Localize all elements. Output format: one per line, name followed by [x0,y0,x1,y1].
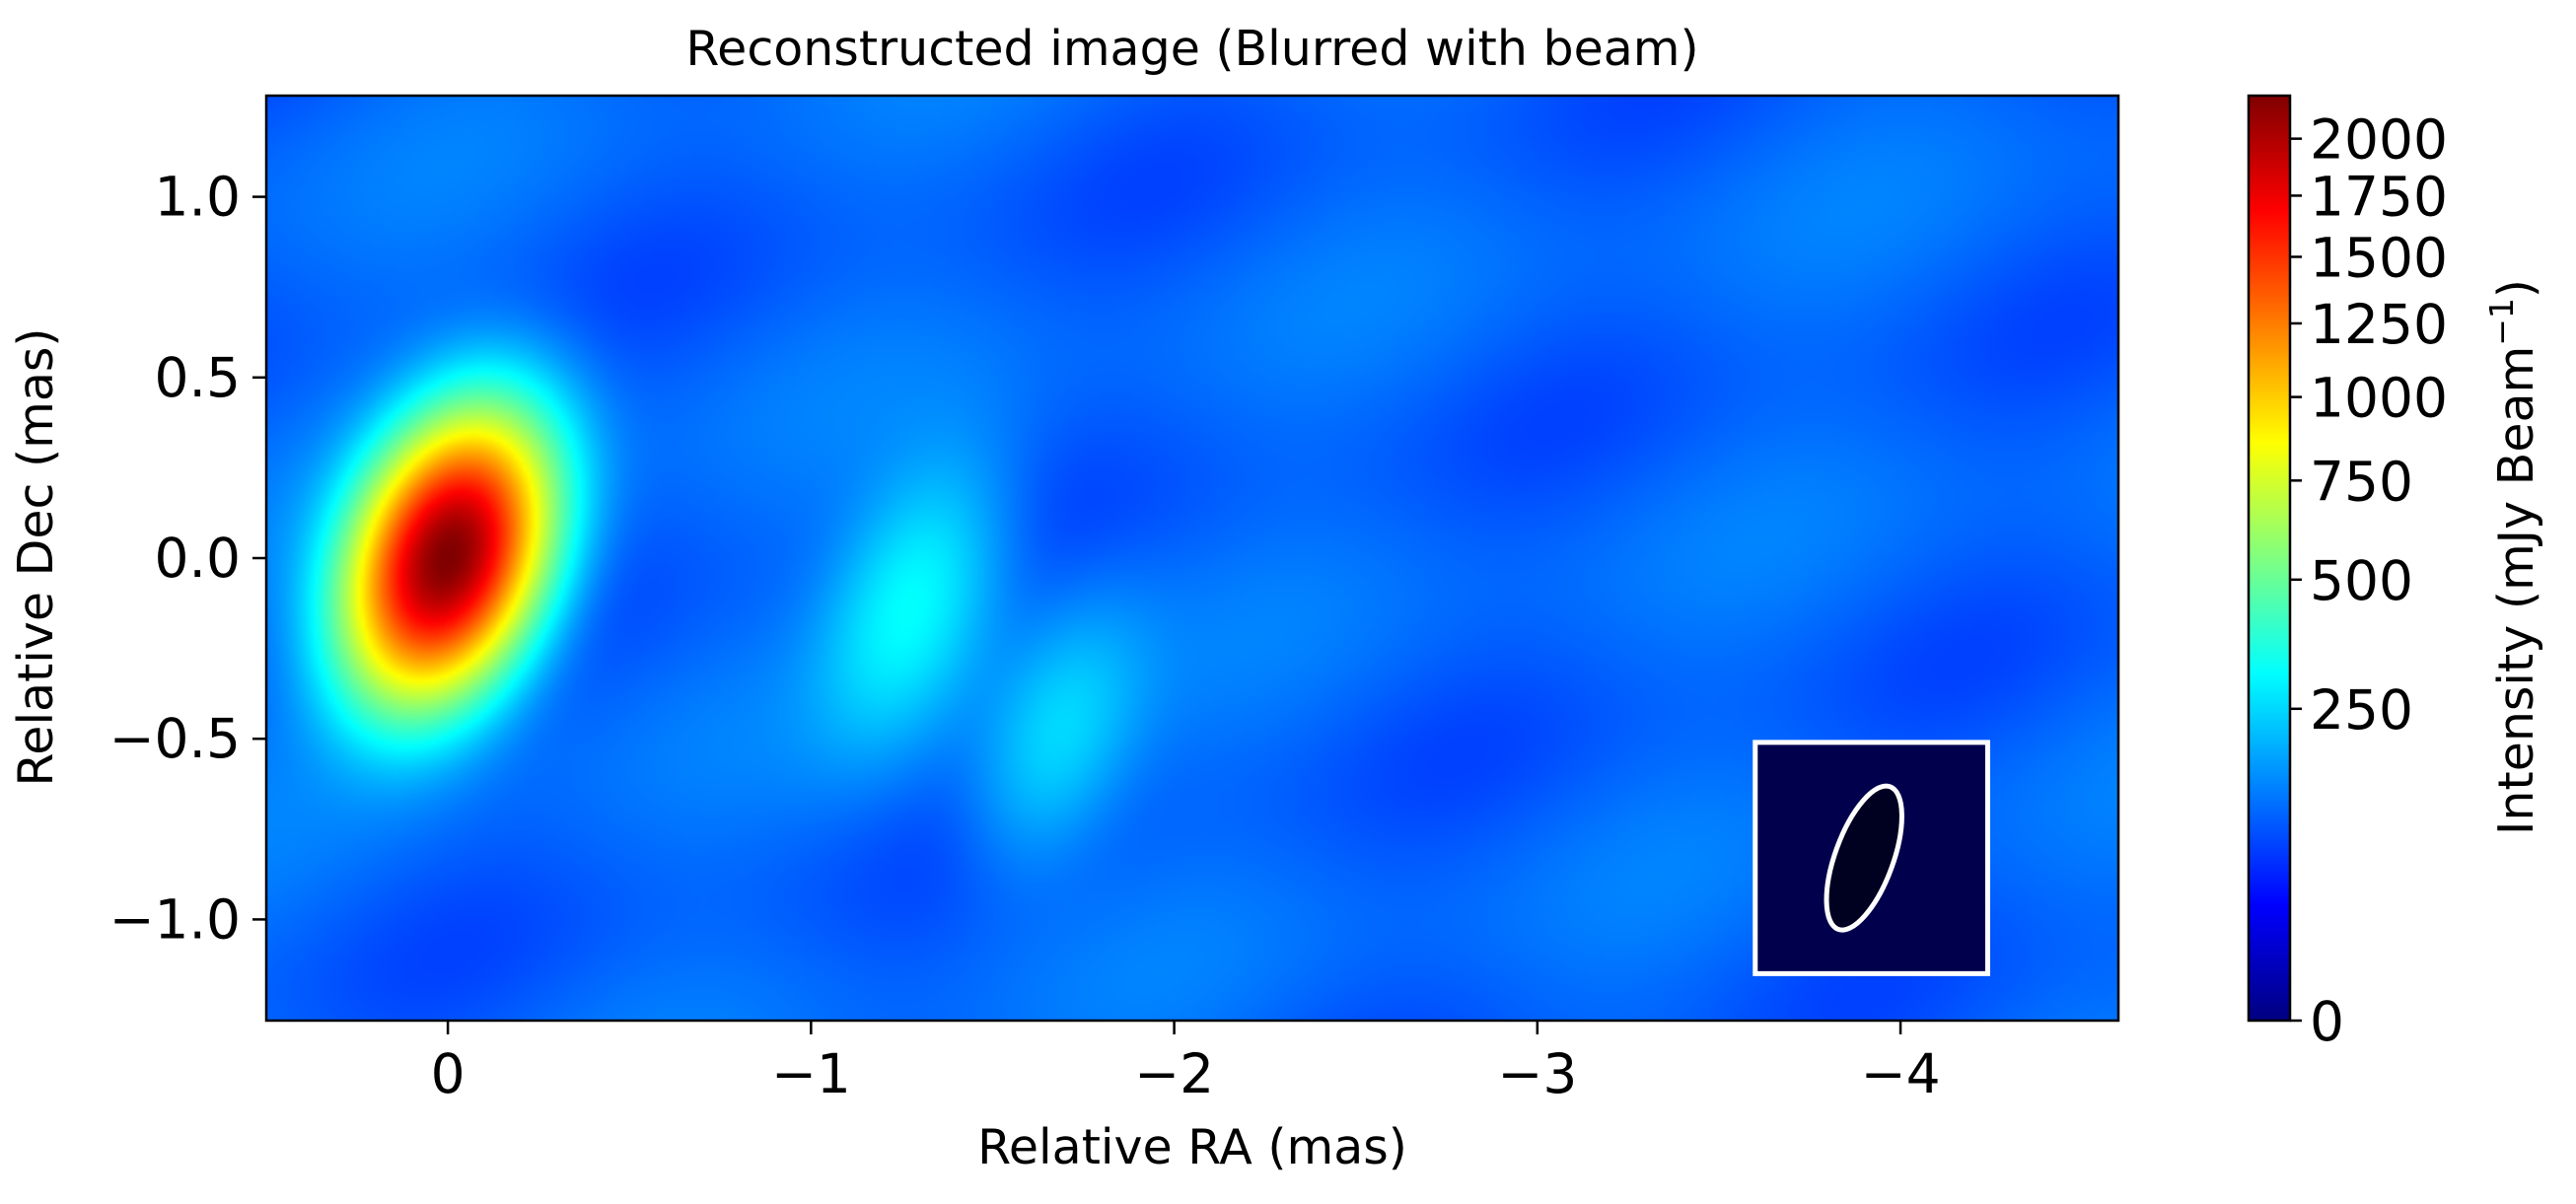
colorbar-tick-label: 750 [2310,450,2413,513]
y-tick-label: 0.5 [155,346,241,409]
x-tick-label: −4 [1861,1042,1941,1105]
colorbar-tick-label: 500 [2310,549,2413,612]
colorbar-label: Intensity (mJy Beam−1) [2482,279,2544,835]
colorbar-label-close: ) [2488,279,2544,298]
y-tick-label: 1.0 [155,166,241,229]
colorbar-tick-label: 250 [2310,678,2413,742]
y-tick-label: −1.0 [108,887,241,951]
y-axis-label: Relative Dec (mas) [8,327,64,786]
colorbar-tick-label: 1250 [2310,293,2448,356]
colorbar-tick-label: 2000 [2310,108,2448,172]
x-tick-label: 0 [431,1042,465,1105]
colorbar-tick-label: 1750 [2310,165,2448,228]
colorbar-tick-label: 1500 [2310,226,2448,289]
colorbar-frame [2247,94,2292,1023]
colorbar-tick-label: 1000 [2310,367,2448,430]
y-axis: 1.0 0.5 0.0 −0.5 −1.0 [108,166,266,951]
colorbar-tick-label: 0 [2310,990,2344,1053]
colorbar-gradient [2249,96,2290,1021]
x-tick-label: −3 [1497,1042,1577,1105]
y-tick-label: −0.5 [108,707,241,770]
colorbar-label-superscript: −1 [2482,298,2521,346]
x-tick-label: −1 [771,1042,851,1105]
x-tick-label: −2 [1134,1042,1214,1105]
beam-ellipse [1824,783,1904,933]
x-axis-label: Relative RA (mas) [977,1119,1407,1175]
y-tick-label: 0.0 [155,527,241,590]
plot-area: 0 −1 −2 −3 −4 1.0 0.5 0.0 −0.5 −1.0 [108,94,2120,1105]
x-axis: 0 −1 −2 −3 −4 [431,1021,1941,1105]
colorbar-label-main: Intensity (mJy Beam [2488,346,2544,835]
beam-indicator [1753,740,1990,976]
chart-title: Reconstructed image (Blurred with beam) [685,21,1698,77]
